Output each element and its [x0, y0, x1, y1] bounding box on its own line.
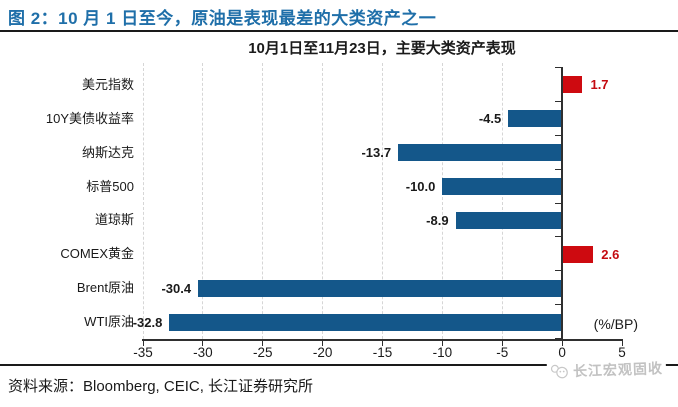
- gridline: [202, 63, 204, 339]
- gridline: [501, 63, 503, 339]
- bar-positive: [562, 245, 594, 263]
- x-axis-tick-label: -20: [312, 345, 333, 360]
- zero-axis-tick: [555, 168, 562, 170]
- bar-negative: [442, 178, 563, 196]
- bar-negative: [508, 110, 563, 128]
- value-label: -4.5: [478, 111, 502, 127]
- x-axis-tick: [501, 340, 503, 346]
- category-label: 10Y美债收益率: [45, 110, 134, 126]
- zero-axis-tick: [555, 67, 562, 68]
- x-axis-tick-label: 0: [558, 345, 566, 360]
- value-label: -32.8: [132, 314, 163, 330]
- category-label: Brent原油: [76, 280, 134, 296]
- x-axis-tick-label: -5: [496, 345, 509, 360]
- x-axis-tick: [202, 340, 204, 346]
- bar-negative: [198, 279, 563, 297]
- x-axis-tick-label: -35: [133, 345, 153, 360]
- category-label: 道琼斯: [94, 212, 134, 228]
- watermark-stamp: 长江宏观固收: [546, 357, 667, 383]
- zero-axis-tick: [555, 202, 562, 204]
- x-axis-tick: [382, 340, 383, 346]
- value-label: -30.4: [161, 280, 192, 296]
- value-label: -13.7: [361, 145, 392, 161]
- zero-axis-tick: [555, 236, 562, 238]
- x-axis-tick-label: 5: [618, 345, 626, 360]
- x-axis-tick: [621, 340, 623, 346]
- zero-axis-tick: [555, 304, 562, 306]
- x-axis-line: [142, 339, 623, 341]
- value-label: -8.9: [426, 212, 449, 228]
- zero-axis-tick: [555, 134, 562, 136]
- zero-axis-tick: [555, 338, 562, 339]
- x-axis-tick: [322, 340, 324, 346]
- category-label: WTI原油: [84, 314, 134, 330]
- x-axis-tick-label: -15: [372, 345, 393, 360]
- gridline: [322, 63, 324, 339]
- gridline: [382, 63, 383, 339]
- chart-title: 10月1日至11月23日，主要大类资产表现: [248, 40, 516, 57]
- zero-axis-line: [561, 67, 563, 339]
- zero-axis-tick: [555, 100, 562, 102]
- source-line: 资料来源：Bloomberg, CEIC, 长江证券研究所: [8, 378, 314, 395]
- bar-negative: [398, 144, 563, 162]
- bar-positive: [562, 76, 583, 94]
- title-divider: [0, 30, 678, 32]
- footer-divider: [0, 364, 678, 366]
- figure-title: 图 2：10 月 1 日至今，原油是表现最差的大类资产之一: [8, 9, 437, 28]
- value-label: -10.0: [405, 179, 436, 195]
- x-axis-tick: [262, 340, 264, 346]
- bar-negative: [455, 211, 563, 229]
- category-label: 标普500: [86, 178, 134, 194]
- zero-axis-tick: [555, 270, 562, 272]
- watermark-logo-icon: [550, 363, 571, 380]
- gridline: [441, 63, 443, 339]
- category-label: 美元指数: [81, 76, 134, 92]
- x-axis-tick-label: -30: [193, 345, 213, 360]
- axis-unit-label: (%/BP): [593, 316, 638, 332]
- category-label: COMEX黄金: [60, 246, 134, 262]
- x-axis-tick: [142, 340, 144, 346]
- category-label: 纳斯达克: [81, 144, 134, 160]
- x-axis-tick: [441, 340, 443, 346]
- gridline: [262, 63, 264, 339]
- value-label: 1.7: [590, 77, 609, 93]
- watermark-text: 长江宏观固收: [572, 360, 664, 380]
- bar-negative: [169, 313, 563, 331]
- x-axis-tick-label: -10: [432, 345, 453, 360]
- gridline: [142, 63, 144, 339]
- x-axis-tick-label: -25: [252, 345, 273, 360]
- value-label: 2.6: [601, 246, 620, 262]
- x-axis-tick: [561, 340, 563, 346]
